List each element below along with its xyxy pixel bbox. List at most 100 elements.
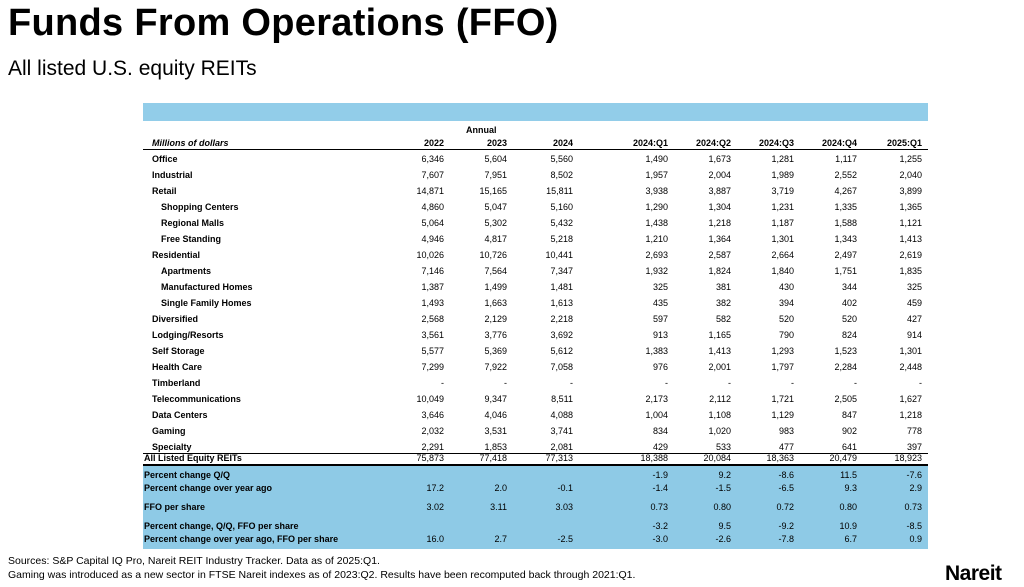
row-value: 582 [715,314,731,324]
row-value: 459 [906,298,922,308]
row-value: - [665,378,668,388]
row-value: 1,840 [771,266,794,276]
row-label: Retail [152,186,177,196]
row-value: 3,938 [645,186,668,196]
stat-value: 6.7 [844,534,857,544]
row-value: 1,387 [421,282,444,292]
row-value: 1,932 [645,266,668,276]
row-value: 429 [652,442,668,452]
row-value: 6,346 [421,154,444,164]
row-value: 1,824 [708,266,731,276]
row-value: 5,218 [550,234,573,244]
row-value: 5,577 [421,346,444,356]
row-value: 1,293 [771,346,794,356]
row-value: 397 [906,442,922,452]
stat-value: 0.80 [839,502,857,512]
row-value: 5,302 [484,218,507,228]
stat-value: -6.5 [778,483,794,493]
row-value: 1,957 [645,170,668,180]
row-value: 1,165 [708,330,731,340]
total-value: 18,363 [766,453,794,463]
total-value: 20,084 [703,453,731,463]
nareit-logo: Nareit [945,562,1002,585]
row-value: 344 [841,282,857,292]
row-value: 1,751 [834,266,857,276]
row-value: 1,413 [708,346,731,356]
row-value: 402 [841,298,857,308]
row-value: 7,564 [484,266,507,276]
row-value: 15,165 [479,186,507,196]
total-value: 77,313 [545,453,573,463]
row-value: 325 [652,282,668,292]
stats-shaded-area [143,465,928,549]
row-label: Telecommunications [152,394,241,404]
row-value: 2,040 [899,170,922,180]
row-value: - [570,378,573,388]
row-label: Office [152,154,178,164]
header-divider [143,149,928,150]
total-top-divider [143,453,928,454]
row-value: 394 [778,298,794,308]
row-value: 435 [652,298,668,308]
row-value: 4,046 [484,410,507,420]
row-value: 1,673 [708,154,731,164]
row-value: 1,343 [834,234,857,244]
stat-value: -3.0 [652,534,668,544]
row-value: 1,301 [771,234,794,244]
row-value: 2,664 [771,250,794,260]
row-value: 847 [841,410,857,420]
stat-value: -7.8 [778,534,794,544]
stat-value: -8.6 [778,470,794,480]
row-value: - [441,378,444,388]
row-value: 4,946 [421,234,444,244]
column-header: 2024 [552,138,573,148]
units-label: Millions of dollars [152,138,229,148]
total-value: 20,479 [829,453,857,463]
stat-value: -3.2 [652,521,668,531]
row-value: 3,776 [484,330,507,340]
row-value: 10,026 [416,250,444,260]
row-value: 824 [841,330,857,340]
row-value: 1,281 [771,154,794,164]
row-value: 5,604 [484,154,507,164]
row-value: 1,721 [771,394,794,404]
row-label: Diversified [152,314,199,324]
row-value: 5,560 [550,154,573,164]
row-value: 1,121 [899,218,922,228]
row-value: 983 [778,426,794,436]
row-label: Gaming [152,426,186,436]
stat-value: -1.9 [652,470,668,480]
annual-group-header: Annual [466,125,497,135]
row-value: 1,231 [771,202,794,212]
row-value: 2,497 [834,250,857,260]
stat-value: -0.1 [557,483,573,493]
row-label: Industrial [152,170,193,180]
row-value: 1,797 [771,362,794,372]
row-label: Data Centers [152,410,208,420]
stat-row-label: Percent change Q/Q [144,470,231,480]
stat-value: -8.5 [906,521,922,531]
stat-value: -1.5 [715,483,731,493]
row-value: 2,032 [421,426,444,436]
row-value: 2,291 [421,442,444,452]
row-value: 7,058 [550,362,573,372]
footnote-gaming: Gaming was introduced as a new sector in… [8,569,636,581]
row-value: 778 [906,426,922,436]
row-value: 1,304 [708,202,731,212]
row-value: 3,646 [421,410,444,420]
stat-value: 17.2 [426,483,444,493]
row-value: 1,004 [645,410,668,420]
row-value: 2,173 [645,394,668,404]
total-bottom-divider [143,464,928,466]
row-value: 477 [778,442,794,452]
row-value: 1,438 [645,218,668,228]
row-value: 1,989 [771,170,794,180]
row-value: 3,561 [421,330,444,340]
total-value: 77,418 [479,453,507,463]
stat-row-label: Percent change over year ago, FFO per sh… [144,534,339,544]
footnote-sources: Sources: S&P Capital IQ Pro, Nareit REIT… [8,555,380,567]
stat-value: 0.72 [776,502,794,512]
stat-value: 16.0 [426,534,444,544]
stat-value: 0.73 [650,502,668,512]
row-value: 3,887 [708,186,731,196]
